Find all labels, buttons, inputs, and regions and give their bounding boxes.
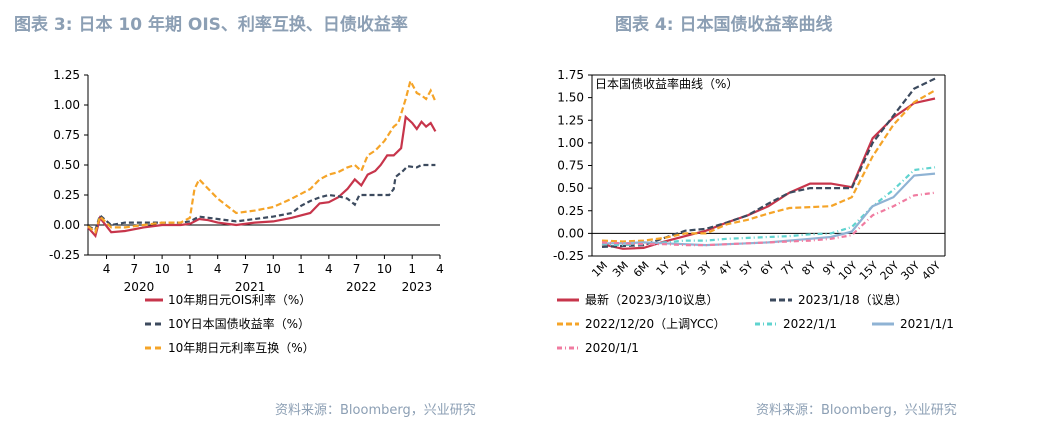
right-legend-label: 2022/12/20（上调YCC）	[585, 317, 726, 331]
left-series-line-1	[87, 163, 436, 232]
right-y-tick-label: 1.75	[557, 68, 584, 82]
right-y-tick-label: 0.00	[557, 226, 584, 240]
right-x-tick-label: 4Y	[716, 259, 735, 278]
left-y-tick-label: -0.25	[49, 248, 80, 262]
right-chart-title: 图表 4: 日本国债收益率曲线	[615, 15, 833, 35]
right-series-line-4	[602, 172, 936, 247]
left-x-tick-label: 7	[242, 262, 250, 276]
right-x-tick-label: 30Y	[898, 259, 922, 283]
left-x-tick-label: 7	[353, 262, 361, 276]
left-x-tick-label: 1	[186, 262, 194, 276]
right-x-tick-label: 1Y	[654, 259, 673, 278]
left-y-tick-label: 0.00	[53, 218, 80, 232]
right-x-tick-label: 2Y	[674, 259, 693, 278]
right-y-tick-label: -0.25	[553, 249, 584, 263]
left-x-tick-label: 7	[130, 262, 138, 276]
left-x-tick-label: 1	[408, 262, 416, 276]
right-legend-item: 最新（2023/3/10议息）	[557, 292, 719, 307]
left-year-label: 2021	[235, 280, 266, 294]
right-legend-label: 2022/1/1	[783, 317, 837, 331]
right-y-tick-label: 0.50	[557, 181, 584, 195]
right-series-line-0	[601, 97, 936, 250]
right-x-tick-label: 8Y	[799, 259, 818, 278]
right-legend-item: 2022/1/1	[755, 317, 837, 331]
left-x-tick-label: 10	[377, 262, 392, 276]
left-x-tick-label: 10	[154, 262, 169, 276]
left-legend-item: 10年期日元利率互换（%）	[145, 340, 315, 355]
left-x-tick-label: 10	[266, 262, 281, 276]
left-x-tick-label: 4	[325, 262, 333, 276]
left-year-label: 2020	[124, 280, 155, 294]
left-legend-label: 10年期日元利率互换（%）	[168, 340, 315, 355]
left-y-tick-label: 1.00	[53, 98, 80, 112]
right-series-line-1	[601, 77, 936, 248]
right-legend-label: 2020/1/1	[585, 341, 639, 355]
right-legend-item: 2021/1/1	[872, 317, 954, 331]
right-legend-label: 2023/1/18（议息）	[798, 292, 908, 307]
right-legend-item: 2022/12/20（上调YCC）	[557, 317, 726, 331]
right-y-tick-label: 0.75	[557, 159, 584, 173]
right-x-tick-label: 3M	[610, 259, 631, 280]
right-legend-label: 最新（2023/3/10议息）	[585, 292, 719, 307]
right-y-tick-label: 1.00	[557, 136, 584, 150]
left-legend-label: 10Y日本国债收益率（%）	[168, 316, 310, 331]
right-x-tick-label: 20Y	[878, 259, 902, 283]
right-y-tick-label: 1.50	[557, 91, 584, 105]
left-legend-item: 10年期日元OIS利率（%）	[145, 292, 311, 307]
left-y-tick-label: 0.75	[53, 128, 80, 142]
left-source: 资料来源：Bloomberg，兴业研究	[275, 403, 476, 418]
right-series-line-3	[601, 166, 936, 247]
left-y-tick-label: 1.25	[53, 68, 80, 82]
right-x-tick-label: 6Y	[758, 259, 777, 278]
left-year-label: 2023	[402, 280, 433, 294]
right-x-tick-label: 15Y	[857, 259, 881, 283]
right-source: 资料来源：Bloomberg，兴业研究	[756, 403, 957, 418]
left-y-tick-label: 0.50	[53, 158, 80, 172]
left-series-line-2	[87, 77, 437, 235]
left-y-tick-label: 0.25	[53, 188, 80, 202]
right-legend-item: 2023/1/18（议息）	[770, 292, 908, 307]
left-chart-title: 图表 3: 日本 10 年期 OIS、利率互换、日债收益率	[14, 15, 408, 35]
left-legend-item: 10Y日本国债收益率（%）	[145, 316, 310, 331]
right-x-tick-label: 40Y	[919, 259, 943, 283]
right-y-tick-label: 0.25	[557, 204, 584, 218]
right-x-tick-label: 6M	[631, 259, 652, 280]
left-x-tick-label: 4	[214, 262, 222, 276]
left-chart: 1.25 1.00 0.75 0.50 0.25 0.00 -0.25 4 7 10 1 4 7 10 1 4…	[49, 68, 444, 355]
right-x-tick-label: 1M	[589, 259, 610, 280]
right-chart: 日本国债收益率曲线（%） 1.75 1.50 1.25 1.00 0.75 0.50 0.25…	[553, 68, 954, 355]
right-series-line-2	[601, 89, 936, 243]
right-x-tick-label: 3Y	[695, 259, 714, 278]
right-legend-item: 2020/1/1	[557, 341, 639, 355]
right-y-tick-label: 1.25	[557, 113, 584, 127]
right-x-tick-label: 5Y	[737, 259, 756, 278]
left-x-tick-label: 1	[297, 262, 305, 276]
right-inner-title: 日本国债收益率曲线（%）	[595, 76, 738, 91]
left-x-tick-label: 4	[436, 262, 444, 276]
left-legend-label: 10年期日元OIS利率（%）	[168, 292, 311, 307]
right-legend-label: 2021/1/1	[900, 317, 954, 331]
left-year-label: 2022	[346, 280, 377, 294]
right-x-tick-label: 7Y	[779, 259, 798, 278]
left-x-tick-label: 4	[103, 262, 111, 276]
left-series-line-0	[87, 114, 437, 239]
right-x-tick-label: 10Y	[836, 259, 860, 283]
